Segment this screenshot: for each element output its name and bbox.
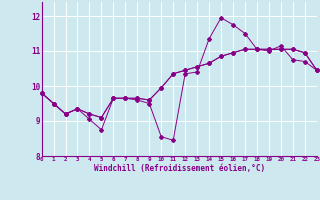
X-axis label: Windchill (Refroidissement éolien,°C): Windchill (Refroidissement éolien,°C) <box>94 164 265 173</box>
